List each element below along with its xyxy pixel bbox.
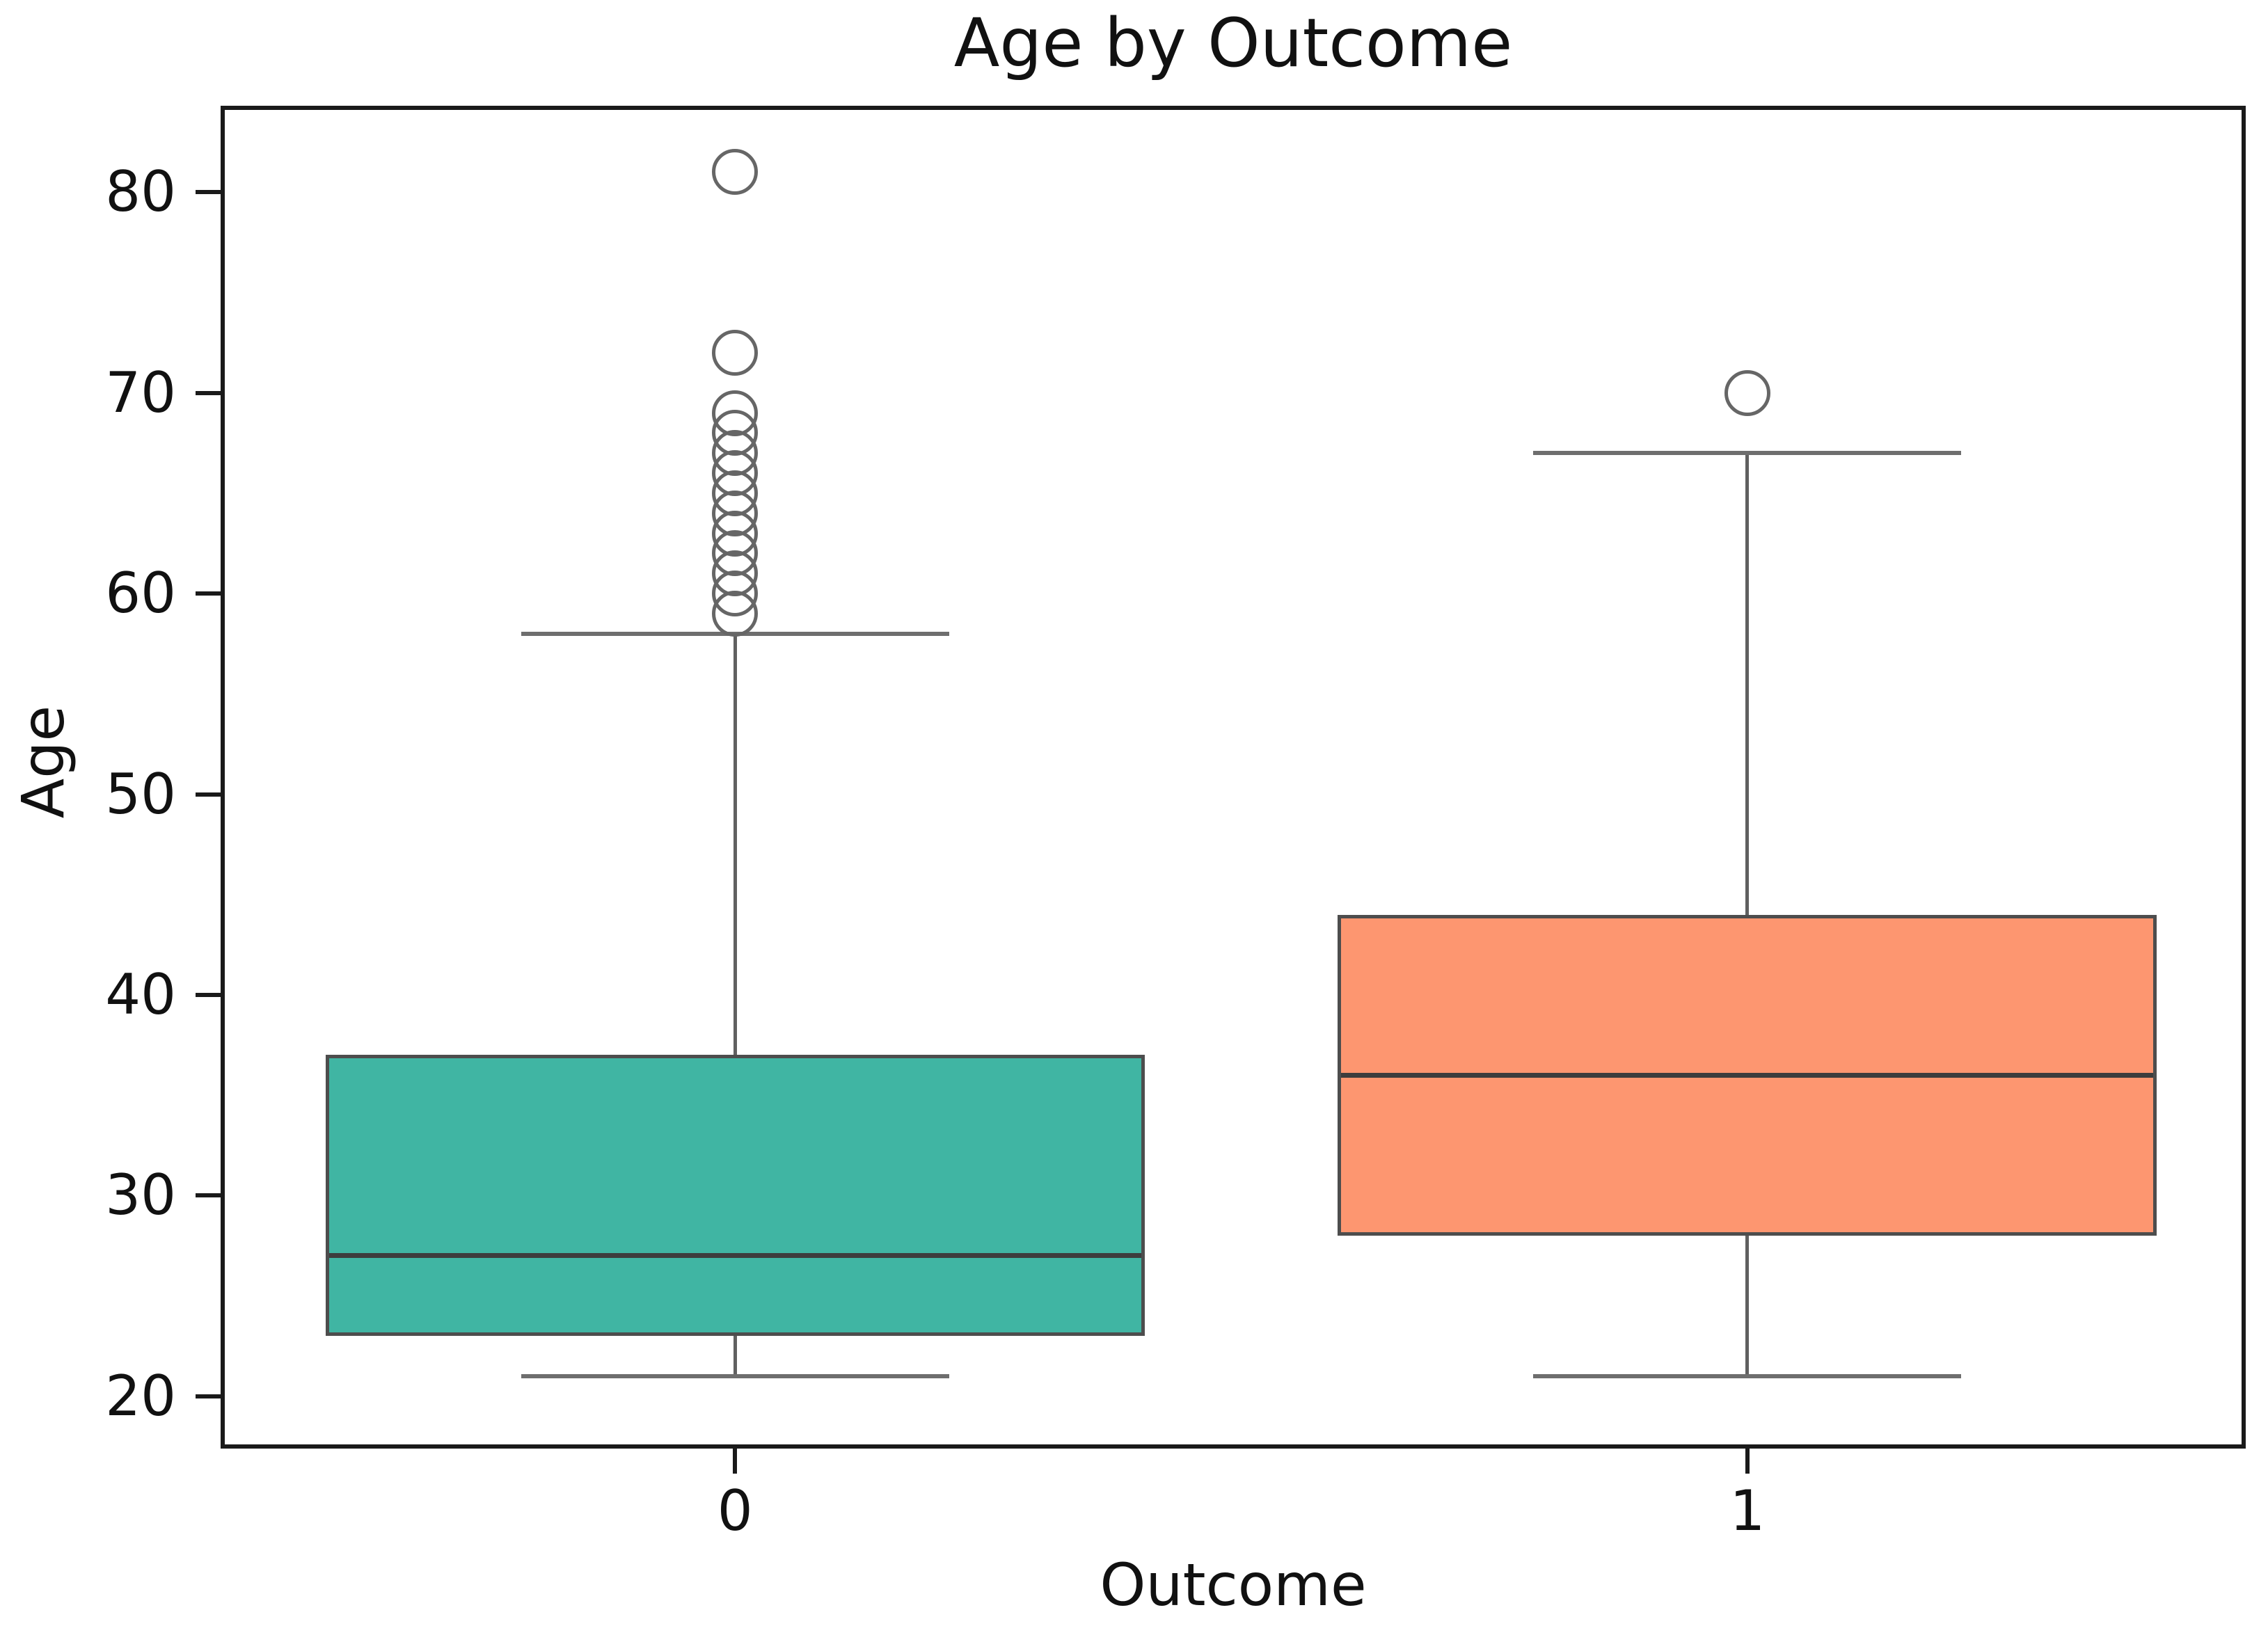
y-tick-label: 80 [105, 159, 176, 225]
upper-whisker-line [1745, 453, 1750, 915]
y-tick-mark [196, 190, 221, 195]
chart-title: Age by Outcome [953, 4, 1513, 82]
median-line [328, 1253, 1141, 1259]
y-tick-mark [196, 1193, 221, 1198]
lower-whisker-cap [1533, 1373, 1962, 1378]
outlier-marker [712, 149, 759, 196]
median-line [1341, 1072, 2154, 1078]
lower-whisker-line [733, 1336, 737, 1376]
box-outcome-1 [1338, 914, 2157, 1236]
upper-whisker-line [733, 633, 737, 1055]
y-tick-label: 40 [105, 962, 176, 1027]
plot-area: 20 30 40 50 60 70 80 0 1 [105, 106, 2246, 1539]
y-tick-label: 30 [105, 1163, 176, 1228]
lower-whisker-cap [521, 1373, 949, 1378]
y-tick-label: 70 [105, 360, 176, 425]
outlier-marker [712, 329, 759, 376]
x-tick-mark [733, 1449, 738, 1474]
y-tick-label: 50 [105, 761, 176, 827]
x-tick-label: 1 [1729, 1478, 1766, 1543]
x-axis-label: Outcome [1100, 1551, 1367, 1619]
upper-whisker-cap [1533, 451, 1962, 456]
y-tick-mark [196, 1394, 221, 1398]
lower-whisker-line [1745, 1236, 1750, 1376]
x-tick-label: 0 [717, 1478, 753, 1543]
y-tick-label: 20 [105, 1363, 176, 1428]
x-tick-mark [1745, 1449, 1750, 1474]
y-tick-label: 60 [105, 561, 176, 626]
y-tick-mark [196, 792, 221, 797]
y-tick-mark [196, 390, 221, 395]
outlier-marker [1724, 369, 1770, 416]
outlier-marker [712, 390, 759, 436]
y-tick-mark [196, 992, 221, 997]
box-outcome-0 [325, 1055, 1145, 1337]
y-tick-mark [196, 591, 221, 596]
